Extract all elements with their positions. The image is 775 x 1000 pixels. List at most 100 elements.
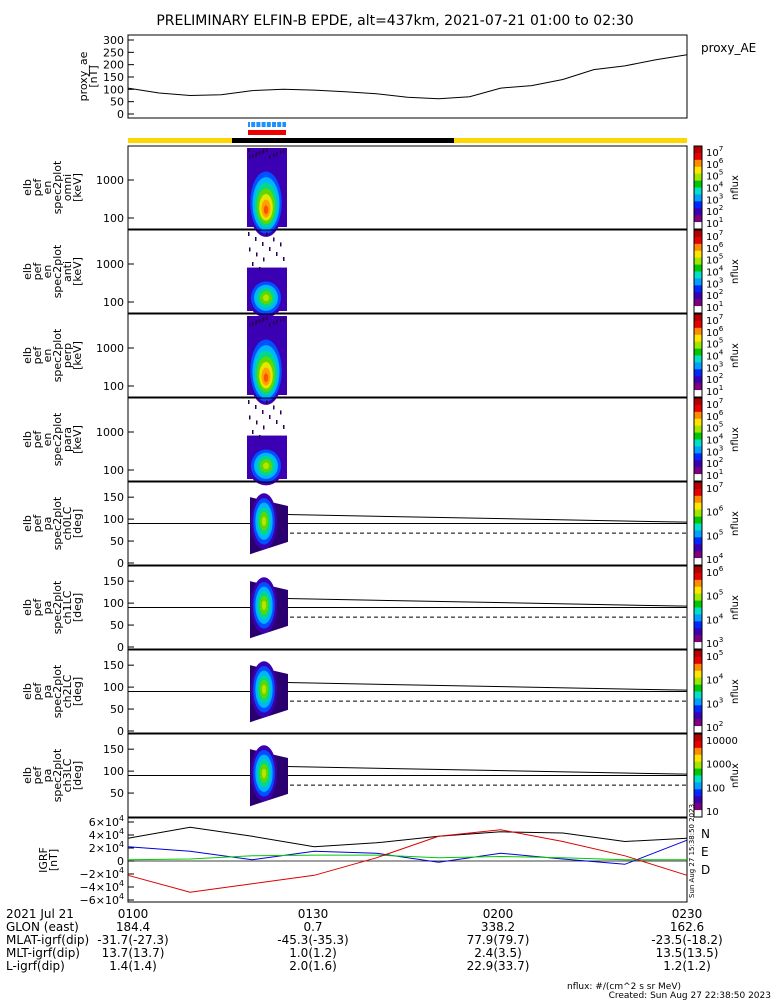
spectrogram bbox=[250, 577, 288, 639]
colorbar-segment bbox=[694, 376, 702, 384]
colorbar-tick-label: 107 bbox=[706, 144, 723, 159]
colorbar-frame bbox=[693, 313, 703, 398]
footer-note-units: nflux: #/(cm^2 s sr MeV) bbox=[567, 982, 681, 992]
colorbar-segment bbox=[694, 803, 702, 811]
footer-value: 0130 bbox=[298, 907, 329, 921]
footer-value: 0200 bbox=[483, 907, 514, 921]
y-axis-label: elbpefpaspec2plotch2LC[deg] bbox=[21, 664, 84, 718]
colorbar-segment bbox=[694, 341, 702, 350]
spectrogram-pixel bbox=[273, 321, 275, 325]
colorbar-segment bbox=[694, 544, 702, 552]
colorbar-segment bbox=[694, 782, 702, 790]
footer-value: 338.2 bbox=[481, 920, 515, 934]
colorbar-tick-label: 105 bbox=[706, 420, 723, 435]
footer-value: 2.4(3.5) bbox=[474, 946, 522, 960]
spectrogram-pixel bbox=[269, 155, 271, 159]
status-bar-gap bbox=[250, 122, 252, 127]
energy-spectrogram-panel: 1000100elbpefenspec2plotomni[keV]1071061… bbox=[21, 144, 741, 237]
spectrogram-pixel bbox=[283, 425, 285, 429]
colorbar-segment bbox=[694, 314, 702, 322]
colorbar-segment bbox=[694, 656, 702, 665]
y-tick-label: 0 bbox=[117, 725, 124, 738]
colorbar-segment bbox=[694, 194, 702, 202]
colorbar-tick-label: 105 bbox=[706, 648, 723, 663]
spectrogram-pixel bbox=[280, 150, 282, 154]
colorbar-label: nflux bbox=[730, 763, 741, 788]
spectrogram-pixel bbox=[249, 247, 251, 252]
colorbar-segment bbox=[694, 398, 702, 406]
colorbar-tick-label: 102 bbox=[706, 203, 723, 218]
colorbar-segment bbox=[694, 152, 702, 161]
colorbar-segment bbox=[694, 705, 702, 713]
y-tick-label: 100 bbox=[103, 380, 124, 393]
colorbar-label: nflux bbox=[730, 427, 741, 452]
colorbar-segment bbox=[694, 628, 702, 636]
spectrogram-pixel bbox=[276, 320, 278, 324]
y-axis-label: proxy_ae[nT] bbox=[77, 51, 100, 101]
spectrogram-pixel bbox=[276, 152, 278, 156]
spectrogram-pixel bbox=[283, 317, 285, 321]
colorbar-tick-label: 103 bbox=[706, 191, 723, 206]
colorbar-segment bbox=[694, 516, 702, 524]
colorbar-segment bbox=[694, 495, 702, 504]
spectrogram-pixel bbox=[252, 430, 254, 434]
spectrogram-pixel bbox=[261, 684, 267, 694]
y-tick-label: 150 bbox=[103, 491, 124, 504]
colorbar-tick-label: 104 bbox=[706, 180, 724, 195]
y-tick-label: 100 bbox=[103, 296, 124, 309]
colorbar-segment bbox=[694, 292, 702, 300]
spectrogram-pixel bbox=[263, 257, 265, 262]
ae-panel-frame bbox=[127, 34, 688, 119]
colorbar-tick-label: 102 bbox=[706, 719, 723, 734]
spectrogram bbox=[247, 232, 287, 318]
colorbar-segment bbox=[694, 383, 702, 391]
spectrogram-pixel bbox=[259, 319, 261, 323]
colorbar-segment bbox=[694, 285, 702, 293]
igrf-legend-n: N bbox=[701, 827, 710, 841]
y-tick-label: 50 bbox=[110, 787, 124, 800]
spectrogram-pixel bbox=[266, 232, 268, 237]
spectrogram-pixel bbox=[252, 322, 254, 326]
colorbar-segment bbox=[694, 243, 702, 252]
energy-spectrogram-panel: 1000100elbpefenspec2plotanti[keV]1071061… bbox=[21, 228, 741, 318]
status-bar-gap bbox=[281, 122, 283, 127]
igrf-legend-d: D bbox=[701, 863, 710, 877]
spectrogram bbox=[250, 745, 288, 807]
status-bar-gap bbox=[255, 122, 257, 127]
spectrogram-pixel bbox=[252, 262, 254, 266]
colorbar-tick-label: 106 bbox=[706, 408, 724, 423]
colorbar-tick-label: 106 bbox=[706, 324, 724, 339]
y-axis-label: elbpefenspec2plotomni[keV] bbox=[21, 160, 84, 214]
footer-value: 0100 bbox=[118, 907, 149, 921]
colorbar-segment bbox=[694, 488, 702, 497]
ae-y-tick-label: 0 bbox=[117, 108, 124, 121]
panel-frame bbox=[127, 397, 688, 482]
igrf-line-d bbox=[127, 829, 688, 893]
igrf-legend-e: E bbox=[701, 845, 709, 859]
spectrogram-pixel bbox=[261, 600, 267, 610]
footer-value: 0230 bbox=[672, 907, 703, 921]
colorbar-tick-label: 103 bbox=[706, 695, 723, 710]
panel-frame bbox=[127, 229, 688, 314]
footer-value: 13.5(13.5) bbox=[656, 946, 719, 960]
spectrogram-pixel bbox=[261, 768, 267, 778]
colorbar-segment bbox=[694, 768, 702, 776]
footer-value: 0.7 bbox=[303, 920, 322, 934]
colorbar-tick-label: 101 bbox=[706, 299, 723, 314]
igrf-y-tick-label: −2×104 bbox=[80, 866, 124, 881]
colorbar-tick-label: 107 bbox=[706, 396, 723, 411]
spectrogram-pixel bbox=[262, 150, 264, 154]
spectrogram-pixel bbox=[252, 154, 254, 158]
igrf-y-tick-label: 0 bbox=[117, 855, 124, 868]
colorbar-label: nflux bbox=[730, 175, 741, 200]
spectrogram-pixel bbox=[259, 151, 261, 155]
spectrogram-pixel bbox=[256, 152, 258, 156]
status-bar-blue bbox=[248, 122, 286, 127]
y-tick-label: 100 bbox=[103, 513, 124, 526]
spectrogram-pixel bbox=[259, 435, 261, 439]
y-tick-label: 1000 bbox=[96, 258, 124, 271]
spectrogram-pixel bbox=[249, 415, 251, 420]
colorbar-frame bbox=[693, 649, 703, 734]
